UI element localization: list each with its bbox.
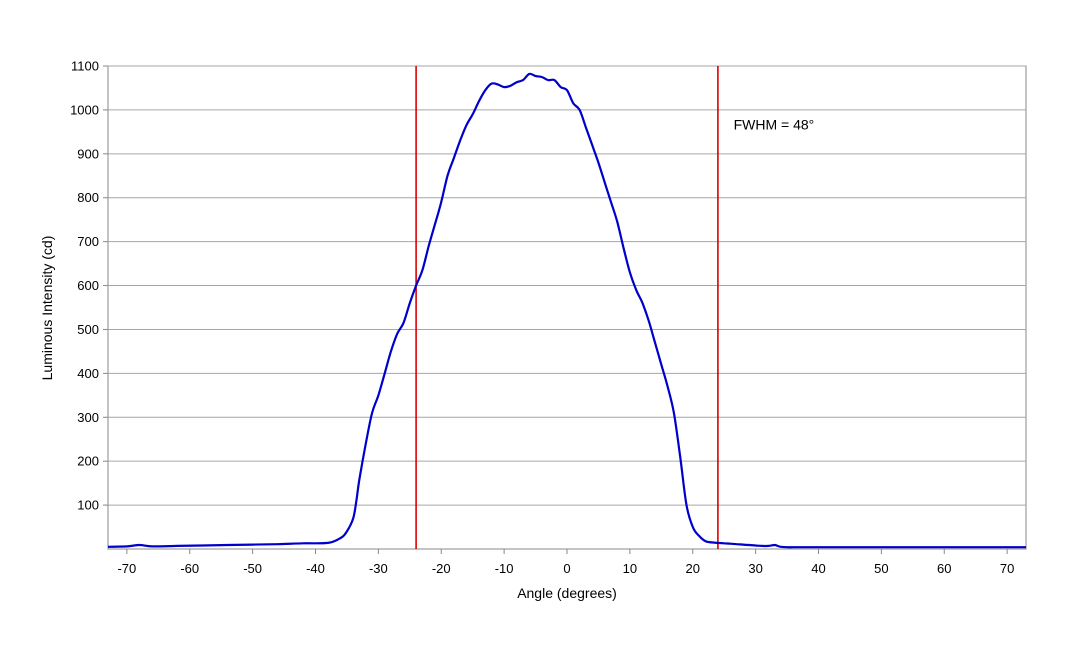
y-tick-label: 700 (77, 234, 99, 249)
x-axis-title: Angle (degrees) (517, 585, 617, 601)
annotations: FWHM = 48° (734, 117, 815, 133)
x-tick-label: -40 (306, 561, 325, 576)
y-tick-label: 500 (77, 322, 99, 337)
x-tick-label: -20 (432, 561, 451, 576)
x-tick-label: 40 (811, 561, 825, 576)
x-tick-label: -10 (495, 561, 514, 576)
fwhm-annotation: FWHM = 48° (734, 117, 815, 133)
y-tick-label: 300 (77, 410, 99, 425)
x-tick-label: -70 (117, 561, 136, 576)
y-axis-ticks: 100 200 300 400 500 600 700 800 900 1000 1100 (70, 59, 108, 513)
y-tick-label: 1100 (71, 59, 99, 74)
x-tick-label: -50 (243, 561, 262, 576)
series-layer (107, 72, 1027, 549)
x-tick-label: 60 (937, 561, 951, 576)
grid-lines (108, 65, 1026, 506)
x-tick-label: 70 (1000, 561, 1014, 576)
x-axis-ticks: -70 -60 -50 -40 -30 -20 -10 0 10 20 30 40 50 60 70 (117, 549, 1014, 576)
x-tick-label: 50 (874, 561, 888, 576)
x-tick-label: 20 (686, 561, 700, 576)
x-tick-label: 10 (623, 561, 637, 576)
y-tick-label: 200 (77, 454, 99, 469)
plot-area (107, 65, 1027, 550)
y-tick-label: 100 (77, 498, 99, 513)
y-tick-label: 600 (77, 278, 99, 293)
y-tick-label: 400 (77, 366, 99, 381)
x-tick-label: -60 (180, 561, 199, 576)
y-tick-label: 800 (77, 190, 99, 205)
y-axis-title: Luminous Intensity (cd) (39, 236, 55, 381)
x-tick-label: -30 (369, 561, 388, 576)
fwhm-lines (415, 66, 719, 549)
x-tick-label: 0 (563, 561, 570, 576)
y-tick-label: 1000 (70, 102, 99, 117)
x-tick-label: 30 (748, 561, 762, 576)
intensity-series-line (107, 72, 1027, 549)
y-tick-label: 900 (77, 146, 99, 161)
